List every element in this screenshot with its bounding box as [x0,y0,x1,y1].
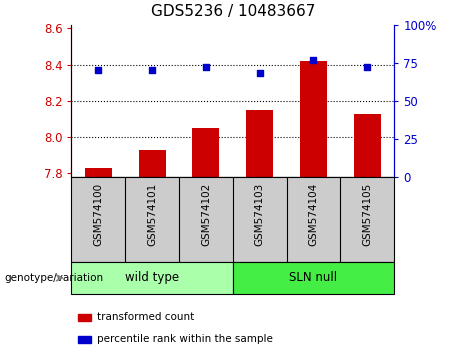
Text: wild type: wild type [125,272,179,284]
Text: GSM574102: GSM574102 [201,183,211,246]
Text: genotype/variation: genotype/variation [5,273,104,283]
Bar [139,150,165,177]
Point [202,64,210,70]
Text: GSM574104: GSM574104 [308,183,319,246]
Title: GDS5236 / 10483667: GDS5236 / 10483667 [151,5,315,19]
Text: GSM574105: GSM574105 [362,183,372,246]
Text: transformed count: transformed count [97,312,195,322]
Point [95,68,102,73]
Bar [78,314,91,321]
FancyBboxPatch shape [71,262,233,294]
Text: SLN null: SLN null [290,272,337,284]
Bar [300,61,327,177]
Point [310,57,317,63]
Bar [246,110,273,177]
Point [148,68,156,73]
Point [364,64,371,70]
Text: GSM574100: GSM574100 [93,183,103,246]
Text: percentile rank within the sample: percentile rank within the sample [97,335,273,344]
Bar [193,128,219,177]
Text: GSM574101: GSM574101 [147,183,157,246]
FancyBboxPatch shape [71,177,394,262]
FancyBboxPatch shape [233,262,394,294]
Bar [78,336,91,343]
Bar [85,168,112,177]
Bar [354,114,381,177]
Text: GSM574103: GSM574103 [254,183,265,246]
Point [256,71,263,76]
